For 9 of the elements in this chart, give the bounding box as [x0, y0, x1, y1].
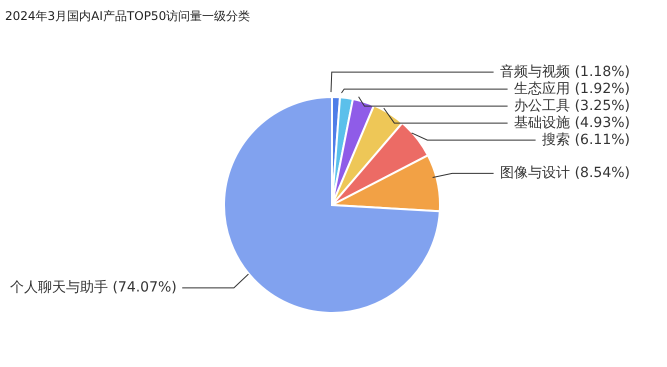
- slice-label: 基础设施 (4.93%): [514, 114, 630, 131]
- slice-label: 办公工具 (3.25%): [514, 98, 630, 114]
- chart-title: 2024年3月国内AI产品TOP50访问量一级分类: [5, 8, 250, 25]
- slice-label: 个人聊天与助手 (74.07%): [10, 280, 177, 296]
- slice-label: 生态应用 (1.92%): [514, 80, 630, 97]
- slice-label: 音频与视频 (1.18%): [500, 64, 630, 80]
- slice-label: 搜索 (6.11%): [542, 132, 630, 148]
- slice-label: 图像与设计 (8.54%): [500, 165, 630, 182]
- pie-slice: [223, 96, 441, 314]
